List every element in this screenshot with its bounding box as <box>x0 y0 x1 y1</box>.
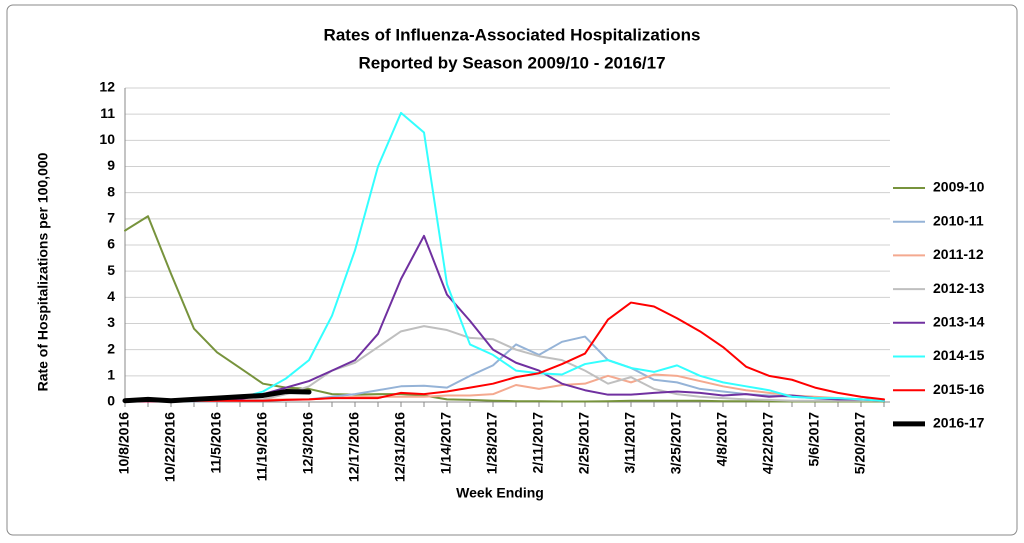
x-tick-label: 12/3/2016 <box>300 412 316 474</box>
x-tick-label: 10/22/2016 <box>162 412 178 482</box>
x-tick-label: 12/17/2016 <box>346 412 362 482</box>
x-tick-label: 10/8/2016 <box>116 412 132 474</box>
y-tick-label: 9 <box>107 157 115 173</box>
x-tick-label: 4/8/2017 <box>714 412 730 467</box>
legend-label: 2009-10 <box>933 179 985 195</box>
y-tick-label: 7 <box>107 210 115 226</box>
x-tick-label: 5/20/2017 <box>852 412 868 474</box>
x-tick-label: 3/25/2017 <box>668 412 684 474</box>
y-tick-label: 10 <box>99 131 115 147</box>
y-tick-label: 11 <box>100 105 115 121</box>
y-tick-label: 6 <box>107 236 115 252</box>
x-tick-label: 12/31/2016 <box>392 412 408 482</box>
x-tick-label: 3/11/2017 <box>622 412 638 474</box>
chart-title: Rates of Influenza-Associated Hospitaliz… <box>324 25 701 44</box>
legend-label: 2010-11 <box>933 212 984 228</box>
chart-subtitle: Reported by Season 2009/10 - 2016/17 <box>358 53 665 72</box>
legend-label: 2013-14 <box>933 314 985 330</box>
y-tick-label: 1 <box>107 367 115 383</box>
legend-label: 2016-17 <box>933 415 985 431</box>
series-line <box>124 325 885 402</box>
series-line <box>122 389 312 404</box>
x-tick-label: 5/6/2017 <box>806 412 822 467</box>
legend-label: 2014-15 <box>933 347 985 363</box>
y-tick-label: 5 <box>107 262 115 278</box>
y-tick-label: 3 <box>107 314 115 330</box>
x-tick-label: 11/19/2016 <box>254 412 270 482</box>
x-tick-label: 1/28/2017 <box>484 412 500 474</box>
legend-label: 2015-16 <box>933 381 985 397</box>
x-tick-label: 1/14/2017 <box>438 412 454 474</box>
series-line <box>124 215 885 403</box>
series-line <box>124 301 885 403</box>
y-tick-label: 2 <box>107 340 115 356</box>
y-tick-label: 8 <box>107 183 115 199</box>
x-tick-label: 2/11/2017 <box>530 412 546 474</box>
legend-label: 2011-12 <box>933 246 984 262</box>
legend-label: 2012-13 <box>933 280 985 296</box>
x-tick-label: 11/5/2016 <box>208 412 224 474</box>
x-tick-label: 2/25/2017 <box>576 412 592 474</box>
y-tick-label: 0 <box>107 393 115 409</box>
y-axis-label: Rate of Hospitalizations per 100,000 <box>35 152 51 391</box>
x-tick-label: 4/22/2017 <box>760 412 776 474</box>
x-axis-label: Week Ending <box>456 485 544 501</box>
y-tick-label: 4 <box>107 288 115 304</box>
y-tick-label: 12 <box>99 79 115 95</box>
